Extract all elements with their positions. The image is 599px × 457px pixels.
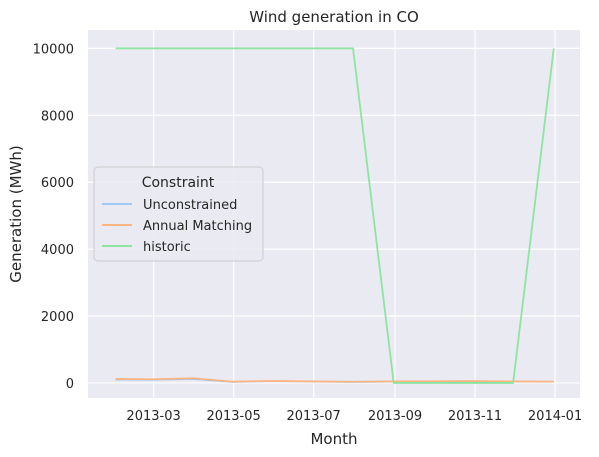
x-tick-label: 2013-07 bbox=[286, 409, 340, 424]
y-axis-label: Generation (MWh) bbox=[7, 145, 25, 282]
legend-entries: Unconstrained Annual Matching historic bbox=[102, 198, 252, 255]
x-axis-label: Month bbox=[310, 430, 357, 448]
legend-label: Unconstrained bbox=[143, 198, 237, 213]
series-line-annual-matching bbox=[115, 377, 554, 383]
x-tick-label: 2014-01 bbox=[528, 409, 582, 424]
y-tick-label: 8000 bbox=[41, 109, 74, 124]
x-axis-ticks: 2013-03 2013-05 2013-07 2013-09 2013-11 2014-… bbox=[126, 409, 582, 424]
legend: Constraint Unconstrained Annual Matching h… bbox=[93, 166, 264, 262]
y-tick-label: 6000 bbox=[41, 176, 74, 191]
y-tick-label: 10000 bbox=[33, 42, 74, 57]
y-tick-label: 2000 bbox=[41, 310, 74, 325]
y-axis-ticks: 0 2000 4000 6000 8000 10000 bbox=[33, 42, 74, 392]
x-tick-label: 2013-03 bbox=[126, 409, 180, 424]
legend-label: Annual Matching bbox=[143, 219, 252, 234]
series-line-historic bbox=[115, 47, 555, 384]
legend-label: historic bbox=[143, 240, 191, 255]
x-tick-label: 2013-11 bbox=[448, 409, 502, 424]
series-lines bbox=[115, 47, 555, 384]
y-tick-label: 0 bbox=[66, 377, 74, 392]
x-tick-label: 2013-09 bbox=[368, 409, 422, 424]
legend-title: Constraint bbox=[142, 175, 215, 191]
legend-box bbox=[93, 166, 264, 262]
x-tick-label: 2013-05 bbox=[206, 409, 260, 424]
chart-title: Wind generation in CO bbox=[249, 8, 419, 26]
y-tick-label: 4000 bbox=[41, 243, 74, 258]
